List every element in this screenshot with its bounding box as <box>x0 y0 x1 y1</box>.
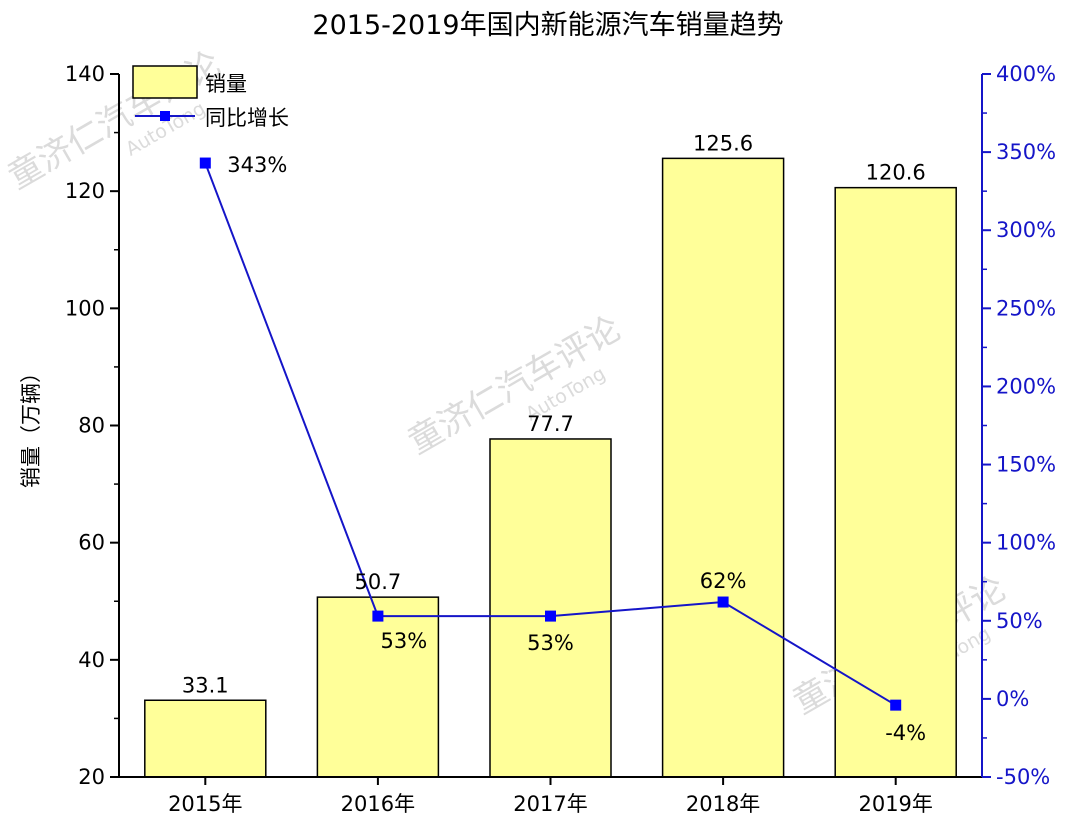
bar-value-label-2: 77.7 <box>527 412 574 436</box>
y-tick-label: 40 <box>78 648 105 672</box>
x-tick-label: 2017年 <box>513 792 587 816</box>
x-tick-label: 2015年 <box>168 792 242 816</box>
legend-swatch-sales <box>132 65 198 99</box>
y-tick-label: 20 <box>78 765 105 789</box>
bar-0 <box>144 699 267 778</box>
growth-value-label-1: 53% <box>381 629 428 653</box>
legend-label-sales: 销量 <box>205 72 247 96</box>
growth-value-label-2: 53% <box>527 631 574 655</box>
chart-title: 2015-2019年国内新能源汽车销量趋势 <box>312 10 783 41</box>
y-tick-label: 60 <box>78 531 105 555</box>
x-tick-label: 2019年 <box>858 792 932 816</box>
bar-1 <box>316 596 440 778</box>
growth-point-2 <box>545 610 556 622</box>
y2-tick-label: 300% <box>996 218 1056 242</box>
y-tick-label: 100 <box>65 296 105 320</box>
bar-3 <box>661 157 785 778</box>
bar-4 <box>834 186 957 778</box>
y2-tick-label: 0% <box>996 687 1029 711</box>
growth-point-3 <box>717 596 729 608</box>
growth-point-0 <box>199 157 211 169</box>
y2-tick-label: 250% <box>996 296 1056 320</box>
y2-tick-label: 200% <box>996 374 1056 398</box>
y2-tick-label: 350% <box>996 140 1056 164</box>
y-tick-label: 80 <box>78 414 105 438</box>
bar-value-label-1: 50.7 <box>355 570 402 594</box>
growth-point-1 <box>372 610 384 622</box>
y-tick-label: 140 <box>65 62 105 86</box>
bar-value-label-0: 33.1 <box>182 673 229 697</box>
y2-tick-label: -50% <box>996 765 1050 789</box>
legend-label-growth: 同比增长 <box>205 106 289 130</box>
x-tick-label: 2016年 <box>341 792 415 816</box>
growth-value-label-0: 343% <box>227 153 287 177</box>
y-tick-label: 120 <box>65 179 105 203</box>
y2-tick-label: 150% <box>996 453 1056 477</box>
legend: 销量 同比增长 <box>132 65 289 130</box>
bar-value-label-3: 125.6 <box>693 131 753 155</box>
y-axis-label: 销量（万辆） <box>19 362 43 488</box>
bar-value-label-4: 120.6 <box>866 161 926 185</box>
y2-tick-label: 50% <box>996 609 1043 633</box>
legend-marker-growth <box>160 111 170 121</box>
x-tick-label: 2018年 <box>686 792 760 816</box>
growth-value-label-3: 62% <box>700 569 747 593</box>
y2-tick-label: 100% <box>996 531 1056 555</box>
y2-tick-label: 400% <box>996 62 1056 86</box>
growth-point-4 <box>890 699 902 711</box>
bar-2 <box>489 438 612 778</box>
growth-value-label-4: -4% <box>885 721 926 745</box>
